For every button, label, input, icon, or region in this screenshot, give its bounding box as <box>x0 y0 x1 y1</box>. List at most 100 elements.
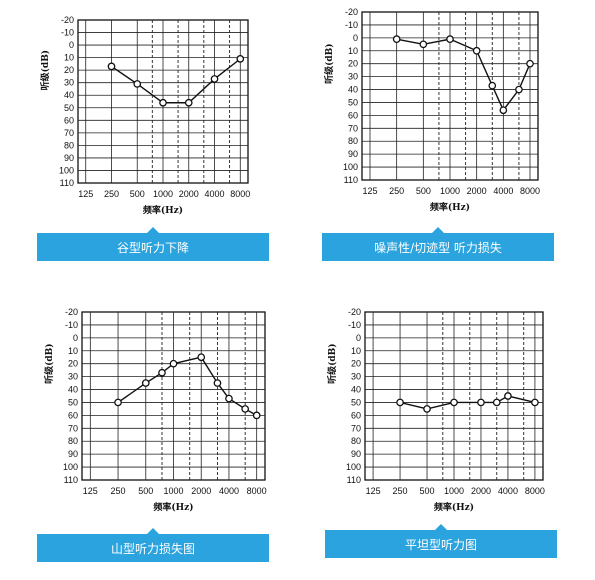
y-tick-label: 50 <box>68 397 78 407</box>
x-tick-label: 250 <box>111 486 126 496</box>
data-point <box>526 59 534 68</box>
audiogram-chart-valley: -20 -10 0 10 20 30 40 50 60 70 80 90 100 110 125 250 500… <box>39 15 250 216</box>
data-point <box>225 394 233 403</box>
data-point <box>450 398 458 407</box>
caption-valley-text: 谷型听力下降 <box>116 240 189 255</box>
series-line <box>396 38 531 112</box>
caption-pointer <box>432 227 444 233</box>
y-tick-label: 20 <box>68 359 78 369</box>
y-tick-label: 70 <box>64 128 74 138</box>
y-tick-label: 90 <box>64 153 74 163</box>
y-axis-label: 听级(dB) <box>326 343 338 383</box>
y-tick-label: 10 <box>68 346 78 356</box>
x-tick-label: 2000 <box>467 186 487 196</box>
y-tick-label: 30 <box>64 78 74 88</box>
y-tick-label: 50 <box>351 397 361 407</box>
data-point <box>423 405 431 413</box>
data-point <box>477 398 485 407</box>
x-tick-label: 500 <box>130 189 145 199</box>
y-tick-label: -10 <box>65 320 78 330</box>
caption-flat-text: 平坦型听力图 <box>404 537 477 552</box>
y-tick-label: 40 <box>68 385 78 395</box>
x-tick-label: 8000 <box>247 486 267 496</box>
y-tick-label: 110 <box>64 475 78 485</box>
series-line <box>111 58 241 104</box>
y-tick-label: 90 <box>68 449 78 459</box>
caption-notch-text: 噪声性/切迹型 听力损失 <box>374 240 502 255</box>
y-tick-label: 70 <box>68 423 78 433</box>
data-point <box>515 85 523 94</box>
x-tick-label: 125 <box>366 486 381 496</box>
caption-pointer <box>147 227 159 233</box>
data-point <box>158 368 166 377</box>
x-tick-label: 4000 <box>219 486 239 496</box>
x-axis-label: 频率(Hz) <box>430 201 470 213</box>
audiogram-chart-notch: -20 -10 0 10 20 30 40 50 60 70 80 90 100 110 125 250 500… <box>323 7 540 213</box>
data-point <box>241 405 250 413</box>
data-point <box>252 411 261 420</box>
x-tick-label: 2000 <box>191 486 211 496</box>
caption-valley: 谷型听力下降 <box>37 227 269 261</box>
data-point <box>114 398 122 407</box>
x-tick-label: 500 <box>416 186 431 196</box>
caption-mountain-text: 山型听力损失图 <box>110 541 195 556</box>
y-tick-label: 60 <box>64 115 74 125</box>
y-tick-label: 60 <box>68 410 78 420</box>
y-tick-label: 100 <box>59 165 74 175</box>
data-point <box>488 81 497 90</box>
caption-pointer <box>435 524 447 530</box>
data-point <box>472 46 481 55</box>
data-point <box>492 398 501 407</box>
y-tick-label: 0 <box>69 40 74 50</box>
x-tick-label: 500 <box>138 486 153 496</box>
audiogram-panel-notch: -20 -10 0 10 20 30 40 50 60 70 80 90 100 110 125 250 500… <box>300 0 595 280</box>
y-tick-label: 60 <box>351 410 361 420</box>
y-tick-label: 0 <box>353 33 358 43</box>
y-tick-label: 80 <box>64 140 74 150</box>
audiogram-chart-flat: -20 -10 0 10 20 30 40 50 60 70 80 90 100 110 125 250 500… <box>326 307 545 513</box>
y-tick-label: 70 <box>351 423 361 433</box>
y-tick-label: 40 <box>351 385 361 395</box>
y-tick-label: 110 <box>344 175 358 185</box>
y-tick-label: 100 <box>343 162 358 172</box>
y-axis-label: 听级(dB) <box>323 43 335 83</box>
y-tick-label: -20 <box>61 15 74 25</box>
y-tick-label: 20 <box>64 65 74 75</box>
data-point <box>213 379 222 387</box>
y-tick-label: 80 <box>348 136 358 146</box>
y-tick-label: 90 <box>348 149 358 159</box>
data-point <box>141 379 150 387</box>
x-tick-label: 250 <box>393 486 408 496</box>
y-tick-label: 10 <box>64 53 74 63</box>
data-point <box>169 359 178 368</box>
y-tick-label: 30 <box>348 72 358 82</box>
audiogram-chart-mountain: -20 -10 0 10 20 30 40 50 60 70 80 90 100 110 125 250 500… <box>43 307 267 513</box>
y-tick-label: 0 <box>356 333 361 343</box>
x-axis-label: 频率(Hz) <box>434 501 474 513</box>
data-point <box>504 392 512 400</box>
y-tick-label: -20 <box>65 307 78 317</box>
x-tick-label: 1000 <box>153 189 173 199</box>
y-tick-label: 100 <box>63 462 78 472</box>
x-axis-label: 频率(Hz) <box>153 501 193 513</box>
y-tick-label: -10 <box>345 20 358 30</box>
y-tick-label: 60 <box>348 110 358 120</box>
data-point <box>236 55 245 63</box>
data-point <box>392 35 401 43</box>
audiogram-panel-flat: -20 -10 0 10 20 30 40 50 60 70 80 90 100 110 125 250 500… <box>300 300 595 580</box>
y-tick-label: -10 <box>348 320 361 330</box>
data-point <box>210 75 219 83</box>
data-point <box>499 106 508 115</box>
data-point <box>197 353 206 362</box>
y-tick-label: 50 <box>348 97 358 107</box>
y-tick-label: 10 <box>348 46 358 56</box>
data-point <box>159 98 167 107</box>
caption-notch: 噪声性/切迹型 听力损失 <box>322 227 554 261</box>
y-tick-label: 80 <box>351 436 361 446</box>
caption-mountain: 山型听力损失图 <box>37 528 269 562</box>
y-tick-label: 20 <box>351 359 361 369</box>
y-tick-label: 20 <box>348 59 358 69</box>
y-tick-label: 70 <box>348 123 358 133</box>
audiogram-panel-mountain: -20 -10 0 10 20 30 40 50 60 70 80 90 100 110 125 250 500… <box>0 300 290 580</box>
y-axis-label: 听级(dB) <box>39 50 51 90</box>
